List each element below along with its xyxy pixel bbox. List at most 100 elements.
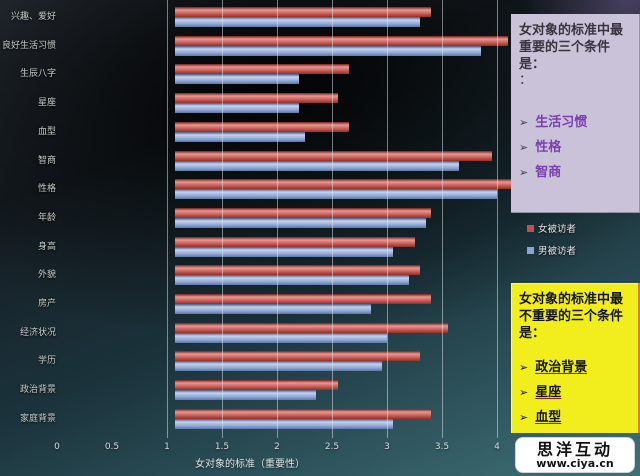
bar-row: 房产 — [0, 294, 512, 316]
list-item: ➢ 智商 — [519, 161, 634, 180]
bar-row: 智商 — [0, 150, 512, 173]
arrow-bullet-icon: ➢ — [519, 411, 529, 424]
male-bar — [175, 74, 299, 85]
male-bar — [175, 160, 459, 171]
female-bar — [175, 64, 349, 75]
bar-pair — [175, 265, 420, 286]
list-item: ➢ 星座 — [519, 381, 634, 400]
stray-colon: ： — [519, 73, 533, 88]
female-bar — [175, 322, 448, 333]
watermark-logo: 思洋互动 www.ciya.cn — [516, 438, 634, 472]
bar-pair — [175, 236, 415, 257]
list-item-label: 血型 — [535, 410, 562, 425]
x-tick-label: 0.5 — [104, 442, 120, 452]
bar-row: 家庭背景 — [0, 408, 512, 431]
x-tick-label: 3 — [384, 442, 390, 452]
male-bar — [175, 17, 420, 27]
male-bar — [175, 45, 481, 56]
gridline — [222, 0, 223, 438]
list-item-label: 生活习惯 — [535, 115, 588, 130]
female-bar — [175, 93, 338, 104]
arrow-bullet-icon: ➢ — [519, 166, 529, 179]
gridline — [387, 0, 388, 438]
female-bar — [175, 35, 508, 46]
male-bar — [175, 131, 305, 142]
gridline — [277, 0, 278, 438]
female-bar — [175, 121, 349, 132]
female-bar — [175, 236, 415, 247]
legend-label-male: 男被访者 — [538, 246, 577, 257]
female-bar — [175, 380, 338, 391]
female-bar — [175, 265, 420, 276]
least-important-list: ➢ 政治背景 ➢ 星座 ➢ 血型 — [519, 356, 634, 425]
male-bar — [175, 217, 426, 228]
legend: 女被访者 男被访者 — [527, 221, 576, 265]
arrow-bullet-icon: ➢ — [519, 361, 529, 374]
category-label: 生辰八字 — [19, 69, 56, 80]
category-label: 房产 — [37, 299, 56, 309]
male-bar — [175, 361, 382, 372]
bar-row: 政治背景 — [0, 380, 512, 402]
category-label: 性格 — [37, 184, 56, 195]
list-item: ➢ 政治背景 — [519, 356, 634, 375]
female-bar — [175, 150, 492, 161]
legend-label-female: 女被访者 — [538, 224, 577, 235]
least-important-callout: 女对象的标准中最不重要的三个条件是： ➢ 政治背景 ➢ 星座 ➢ 血型 — [511, 283, 640, 433]
gridline — [167, 0, 168, 438]
list-item: ➢ 生活习惯 — [519, 111, 634, 130]
most-important-list: ➢ 生活习惯 ➢ 性格 ➢ 智商 — [519, 111, 634, 180]
category-label: 外貌 — [37, 270, 56, 281]
list-item-label: 性格 — [535, 140, 562, 155]
list-item-label: 智商 — [535, 165, 562, 180]
chart-plot-area: 兴趣、爱好 良好生活习惯 生辰八字 星座 血型 智商 性格 年龄 身高 外貌 房产 经济状况 学历 政治背… — [0, 0, 514, 470]
x-tick-label: 0 — [54, 442, 60, 452]
female-bar — [175, 408, 431, 419]
female-bar — [175, 207, 431, 218]
female-bar — [175, 294, 431, 304]
list-item: ➢ 血型 — [519, 406, 634, 425]
bar-pair — [175, 408, 431, 429]
bar-row: 兴趣、爱好 — [0, 7, 512, 29]
bar-pair — [175, 7, 431, 27]
x-tick-label: 1 — [164, 442, 170, 452]
x-axis-title: 女对象的标准（重要性） — [195, 459, 305, 470]
x-tick-label: 1.5 — [214, 442, 230, 452]
list-item-label: 政治背景 — [535, 360, 588, 375]
arrow-bullet-icon: ➢ — [519, 386, 529, 399]
category-label: 家庭背景 — [19, 413, 56, 424]
bar-pair — [175, 322, 448, 343]
x-tick-label: 2 — [274, 442, 280, 452]
female-bar — [175, 351, 420, 362]
category-label: 良好生活习惯 — [1, 40, 56, 51]
list-item: ➢ 性格 — [519, 136, 634, 155]
category-label: 智商 — [37, 155, 56, 166]
most-important-title: 女对象的标准中最重要的三个条件是： — [519, 23, 624, 72]
category-label: 星座 — [37, 98, 56, 109]
category-label: 兴趣、爱好 — [10, 12, 56, 22]
female-bar — [175, 7, 431, 17]
male-bar — [175, 189, 497, 200]
bar-row: 良好生活习惯 — [0, 35, 512, 58]
male-series-swatch — [527, 246, 534, 254]
bar-pair — [175, 64, 349, 85]
list-item-label: 星座 — [535, 385, 562, 400]
gridline — [332, 0, 333, 438]
female-bar — [175, 179, 514, 190]
bar-pair — [175, 121, 349, 142]
bar-row: 外貌 — [0, 265, 512, 287]
most-important-callout: 女对象的标准中最重要的三个条件是： ： ➢ 生活习惯 ➢ 性格 ➢ 智商 — [511, 14, 640, 213]
male-bar — [175, 246, 393, 257]
legend-item-female: 女被访者 — [527, 221, 576, 235]
bar-pair — [175, 380, 338, 401]
gridline — [442, 0, 443, 438]
category-label: 年龄 — [37, 212, 56, 223]
arrow-bullet-icon: ➢ — [519, 141, 529, 154]
category-label: 经济状况 — [19, 327, 56, 338]
bar-row: 学历 — [0, 351, 512, 373]
bar-row: 星座 — [0, 93, 512, 115]
male-bar — [175, 418, 393, 429]
bar-pair — [175, 294, 431, 314]
category-label: 政治背景 — [19, 385, 56, 396]
x-tick-label: 2.5 — [324, 442, 340, 452]
watermark-url: www.ciya.cn — [536, 456, 614, 470]
